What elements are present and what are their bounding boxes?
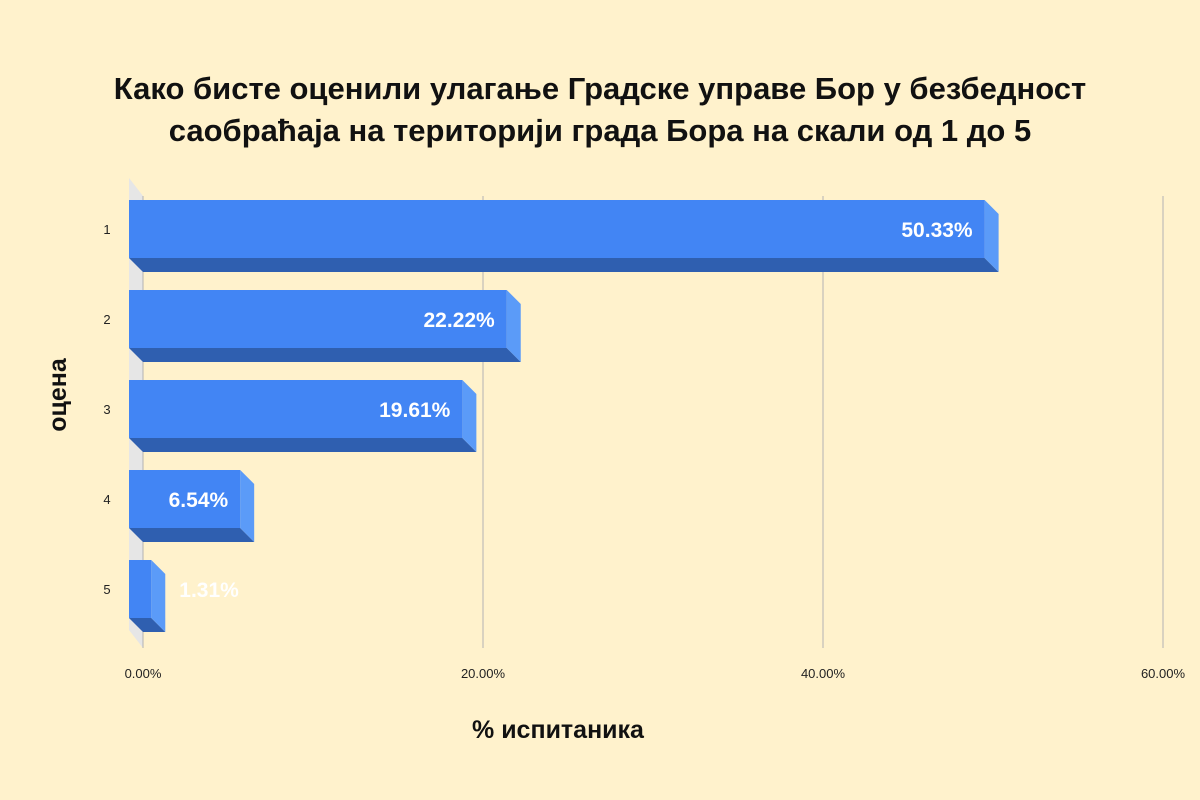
bar-5 — [129, 560, 152, 618]
bar-side-face-4 — [240, 470, 255, 542]
bar-bottom-face-5 — [129, 618, 166, 632]
bar-bottom-face-2 — [129, 348, 521, 362]
bar-bottom-face-4 — [129, 528, 255, 542]
x-tick-label-0: 0.00% — [125, 666, 162, 681]
bar-bottom-face-3 — [129, 438, 477, 452]
chart-title: Како бисте оценили улагање Градске управ… — [0, 68, 1200, 152]
bar-side-face-5 — [151, 560, 166, 632]
data-label-1: 50.33% — [901, 219, 973, 242]
y-tick-label-1: 1 — [103, 222, 110, 237]
data-label-2: 22.22% — [424, 309, 496, 332]
chart-title-line-2: саобраћаја на територији града Бора на с… — [168, 113, 1032, 148]
x-tick-label-3: 60.00% — [1141, 666, 1186, 681]
chart-title-line-1: Како бисте оценили улагање Градске управ… — [113, 71, 1087, 106]
y-tick-label-4: 4 — [103, 492, 110, 507]
x-tick-label-1: 20.00% — [461, 666, 506, 681]
data-label-5: 1.31% — [179, 579, 239, 602]
y-tick-label-2: 2 — [103, 312, 110, 327]
bar-bottom-face-1 — [129, 258, 999, 272]
bar-1 — [129, 200, 985, 258]
bar-side-face-3 — [462, 380, 477, 452]
x-axis-title: % испитаника — [472, 716, 645, 744]
y-tick-label-3: 3 — [103, 402, 110, 417]
x-tick-label-2: 40.00% — [801, 666, 846, 681]
bar-3 — [129, 380, 463, 438]
bar-side-face-2 — [506, 290, 521, 362]
data-label-4: 6.54% — [169, 489, 229, 512]
bar-4 — [129, 470, 241, 528]
bar-2 — [129, 290, 507, 348]
y-tick-label-5: 5 — [103, 582, 110, 597]
data-label-3: 19.61% — [379, 399, 451, 422]
y-axis-title: оцена — [44, 357, 72, 432]
bar-side-face-1 — [984, 200, 999, 272]
